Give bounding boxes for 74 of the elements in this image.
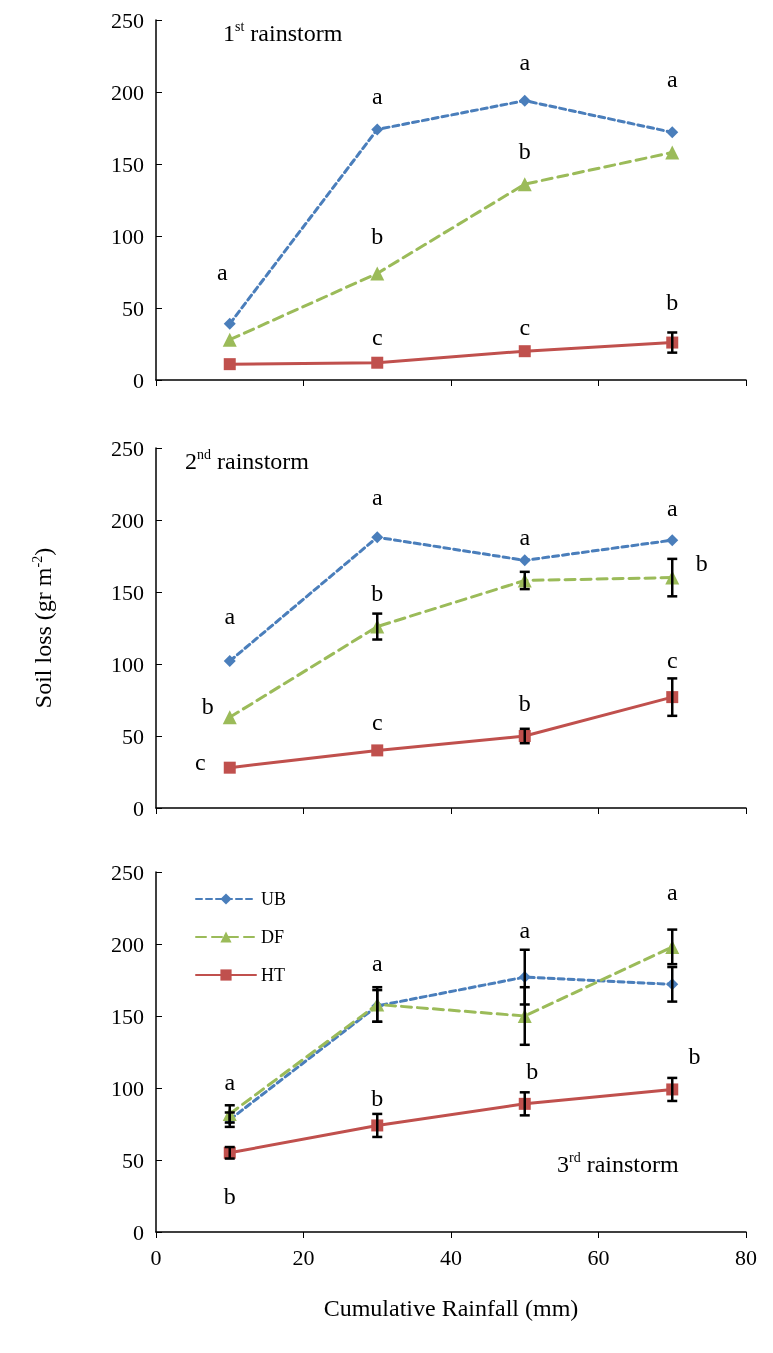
- y-tick-label: 150: [111, 579, 144, 605]
- annotation: b: [518, 138, 531, 165]
- point: [222, 710, 237, 725]
- annotation: b: [371, 1085, 384, 1112]
- annotation: b: [201, 692, 214, 719]
- point: [666, 126, 679, 139]
- legend-label: UB: [261, 889, 287, 909]
- annotation: b: [688, 1043, 701, 1070]
- point: [223, 761, 236, 774]
- point: [371, 744, 384, 757]
- x-tick-label: 20: [292, 1244, 315, 1270]
- y-axis-title: Soil loss (gr m-2): [29, 547, 56, 709]
- y-tick-label: 200: [111, 931, 144, 957]
- point: [371, 531, 384, 544]
- x-tick-label: 60: [587, 1244, 610, 1270]
- point: [518, 345, 531, 358]
- annotation: b: [695, 550, 708, 577]
- annotation: c: [371, 323, 383, 350]
- annotation: a: [371, 483, 383, 510]
- annotation: a: [217, 259, 229, 285]
- point: [223, 317, 236, 330]
- y-tick-label: 150: [111, 151, 144, 177]
- y-tick-label: 0: [133, 1219, 144, 1245]
- annotation: b: [371, 580, 384, 607]
- annotation: b: [371, 223, 384, 249]
- annotation: a: [519, 916, 531, 943]
- point: [371, 123, 384, 136]
- y-tick-label: 200: [111, 79, 144, 105]
- x-axis-title: Cumulative Rainfall (mm): [323, 1295, 579, 1321]
- y-tick-label: 100: [111, 1075, 144, 1101]
- annotation: c: [371, 708, 383, 735]
- x-tick-label: 80: [735, 1244, 757, 1270]
- point: [222, 332, 237, 347]
- annotation: c: [194, 748, 206, 775]
- point: [517, 177, 532, 192]
- annotation: b: [666, 289, 679, 316]
- annotation: a: [371, 83, 383, 110]
- annotation: a: [666, 66, 678, 93]
- y-tick-label: 0: [133, 795, 144, 821]
- annotation: a: [519, 48, 531, 75]
- annotation: b: [223, 1183, 236, 1209]
- point: [371, 356, 384, 369]
- annotation: c: [666, 646, 678, 673]
- x-tick-label: 0: [150, 1244, 162, 1270]
- point: [518, 554, 531, 567]
- y-tick-label: 250: [111, 435, 144, 461]
- annotation: a: [519, 524, 531, 551]
- y-tick-label: 0: [133, 367, 144, 393]
- point: [223, 358, 236, 371]
- x-tick-label: 40: [440, 1244, 462, 1270]
- annotation: a: [371, 949, 383, 976]
- y-tick-label: 50: [122, 295, 144, 321]
- y-tick-label: 250: [111, 859, 144, 885]
- annotation: a: [666, 879, 678, 906]
- y-tick-label: 50: [122, 1147, 144, 1173]
- point: [223, 655, 236, 668]
- y-tick-label: 50: [122, 723, 144, 749]
- point: [666, 534, 679, 547]
- annotation: a: [224, 1069, 236, 1096]
- point: [665, 145, 680, 160]
- annotation: b: [526, 1057, 539, 1084]
- y-tick-label: 200: [111, 507, 144, 533]
- annotation: a: [224, 603, 236, 630]
- y-tick-label: 100: [111, 651, 144, 677]
- legend-label: HT: [261, 965, 285, 985]
- annotation: a: [666, 495, 678, 522]
- point: [370, 266, 385, 281]
- point: [518, 94, 531, 107]
- y-tick-label: 150: [111, 1003, 144, 1029]
- y-tick-label: 100: [111, 223, 144, 249]
- legend-label: DF: [261, 927, 285, 947]
- annotation: c: [519, 313, 531, 340]
- annotation: b: [518, 689, 531, 716]
- y-tick-label: 250: [111, 7, 144, 33]
